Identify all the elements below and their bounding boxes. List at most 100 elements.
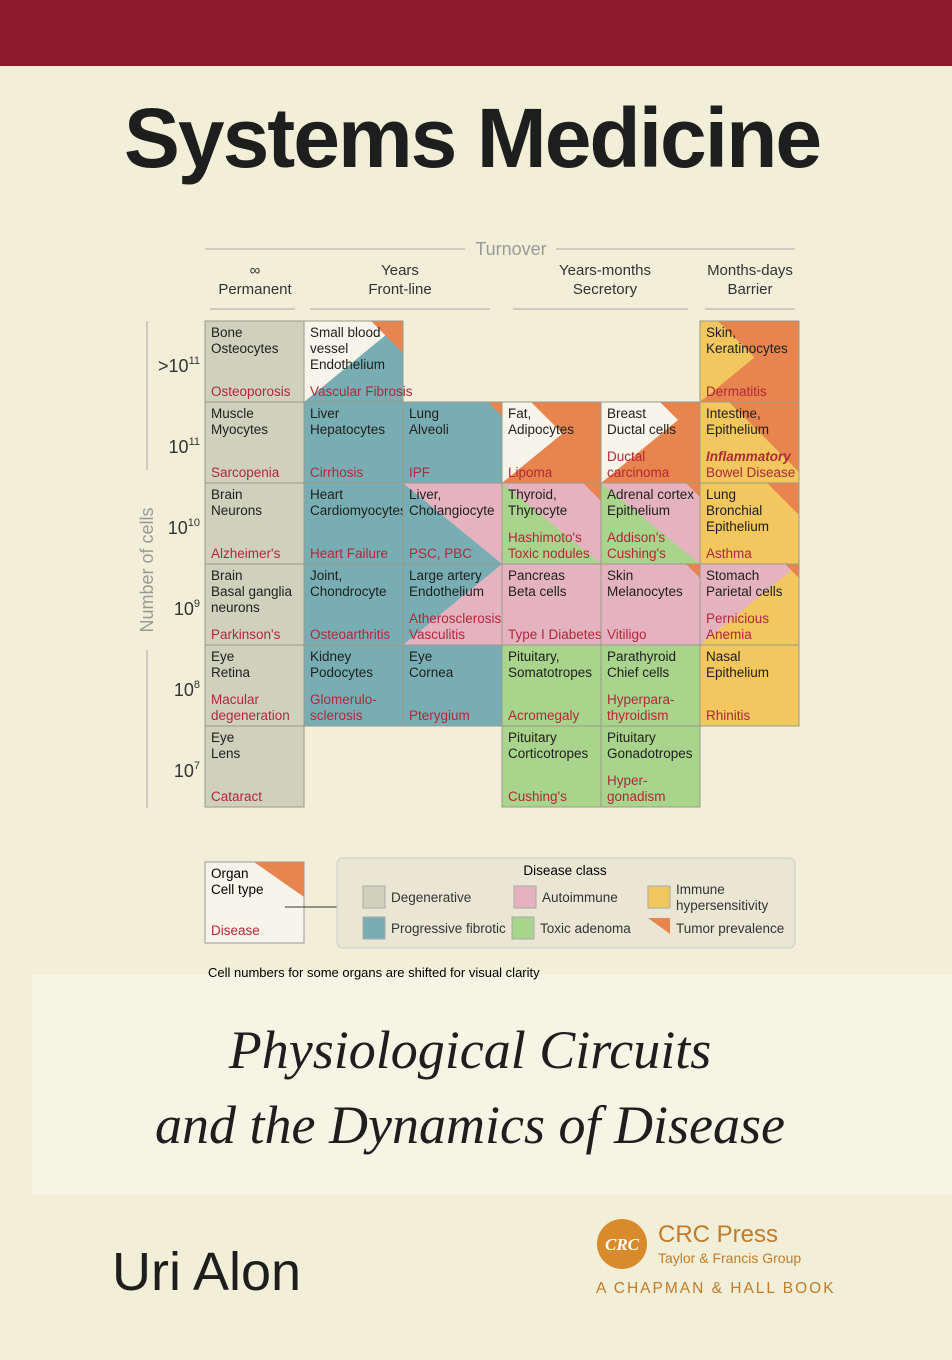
cell-disease: Vascular Fibrosis <box>310 384 413 399</box>
cell-organ: Pituitary <box>607 730 656 745</box>
cell-disease: Dermatitis <box>706 384 767 399</box>
legend-label-line: Immune <box>676 882 725 897</box>
cell-bg <box>205 564 304 645</box>
cell-disease: Sarcopenia <box>211 465 280 480</box>
column-header: Permanent <box>218 281 292 298</box>
cell-organ: Liver <box>310 406 340 421</box>
cell-bg <box>403 645 502 726</box>
legend-label: Degenerative <box>391 890 471 905</box>
cell-organ: Epithelium <box>607 503 670 518</box>
cell-bg <box>304 402 403 483</box>
legend-label-line: hypersensitivity <box>676 898 769 913</box>
tumor-mark <box>583 483 601 501</box>
cell-organ: Adipocytes <box>508 422 574 437</box>
imprint: A CHAPMAN & HALL BOOK <box>596 1280 836 1297</box>
key-cell-type: Cell type <box>211 882 264 897</box>
cell-disease: Pernicious <box>706 611 769 626</box>
cell-organ: Lung <box>706 487 736 502</box>
cell-bg <box>205 321 304 402</box>
key-disease: Disease <box>211 923 260 938</box>
cell-disease: Vitiligo <box>607 627 647 642</box>
tumor-mark <box>686 483 700 497</box>
cell-disease: Inflammatory <box>706 449 792 464</box>
cell-disease: Cushing's <box>508 789 567 804</box>
publisher-name: CRC Press <box>658 1221 778 1248</box>
row-label: 108 <box>174 679 200 700</box>
cell-organ: Alveoli <box>409 422 449 437</box>
title: Systems Medicine <box>124 91 820 185</box>
cell-organ: Retina <box>211 665 251 680</box>
cell-organ: Skin <box>607 568 633 583</box>
cell-bg <box>205 726 304 807</box>
cell-organ: Endothelium <box>310 357 385 372</box>
cell-organ: Eye <box>409 649 432 664</box>
row-label-exp: 7 <box>194 760 200 772</box>
cell-organ: Keratinocytes <box>706 341 788 356</box>
row-label-exp: 8 <box>194 679 200 691</box>
cell-bg <box>601 645 700 726</box>
row-label: 1011 <box>169 436 200 457</box>
cell-disease: Cushing's <box>607 546 666 561</box>
cell-split <box>601 483 700 564</box>
cell-split <box>601 402 700 483</box>
row-label: 1010 <box>168 517 200 538</box>
cell-bg <box>205 483 304 564</box>
cell-organ: Brain <box>211 568 243 583</box>
row-label-base: 10 <box>174 599 194 619</box>
axis-label: Number of cells <box>137 507 157 632</box>
cell-disease: Addison's <box>607 530 665 545</box>
cell-organ: Endothelium <box>409 584 484 599</box>
cell-organ: Pituitary <box>508 730 557 745</box>
subtitle-band <box>32 975 952 1195</box>
cell-organ: neurons <box>211 600 260 615</box>
cell-disease: Anemia <box>706 627 752 642</box>
subtitle: and the Dynamics of Disease <box>155 1095 785 1155</box>
cell-disease: Rhinitis <box>706 708 751 723</box>
cell-organ: Hepatocytes <box>310 422 385 437</box>
cell-disease: Type I Diabetes <box>508 627 602 642</box>
cell-disease: Macular <box>211 692 260 707</box>
cell: Pituitary,Somatotropes Acromegaly <box>501 644 602 727</box>
cell-organ: Parietal cells <box>706 584 783 599</box>
cell-organ: Epithelium <box>706 665 769 680</box>
legend-swatch <box>511 916 535 940</box>
cell-split <box>700 564 799 645</box>
cell-bg <box>403 402 502 483</box>
cell: Skin,Keratinocytes Dermatitis <box>699 320 800 403</box>
column-header: Barrier <box>727 281 772 298</box>
cell: Fat,Adipocytes Lipoma <box>501 401 602 484</box>
legend-swatch <box>362 916 386 940</box>
cell-organ: Melanocytes <box>607 584 683 599</box>
disease-table: Turnover Number of cells Organ Cell type… <box>137 239 800 980</box>
column-header: ∞ <box>250 262 261 279</box>
cell-bg <box>304 564 403 645</box>
cell-disease: Ductal <box>607 449 645 464</box>
column-header: Secretory <box>573 281 638 298</box>
legend-swatch <box>648 918 670 934</box>
legend-label: Toxic adenoma <box>540 921 631 936</box>
cell-bg <box>205 645 304 726</box>
cell-organ: Neurons <box>211 503 262 518</box>
cell-organ: Beta cells <box>508 584 567 599</box>
cell-split <box>403 564 502 645</box>
cell-organ: Epithelium <box>706 422 769 437</box>
cell-disease: PSC, PBC <box>409 546 472 561</box>
cell-bg <box>700 645 799 726</box>
cell-border <box>204 725 305 808</box>
cell-disease: Bowel Disease <box>706 465 795 480</box>
cell-organ: Epithelium <box>706 519 769 534</box>
cell-organ: Lens <box>211 746 241 761</box>
cell-split <box>403 483 502 564</box>
